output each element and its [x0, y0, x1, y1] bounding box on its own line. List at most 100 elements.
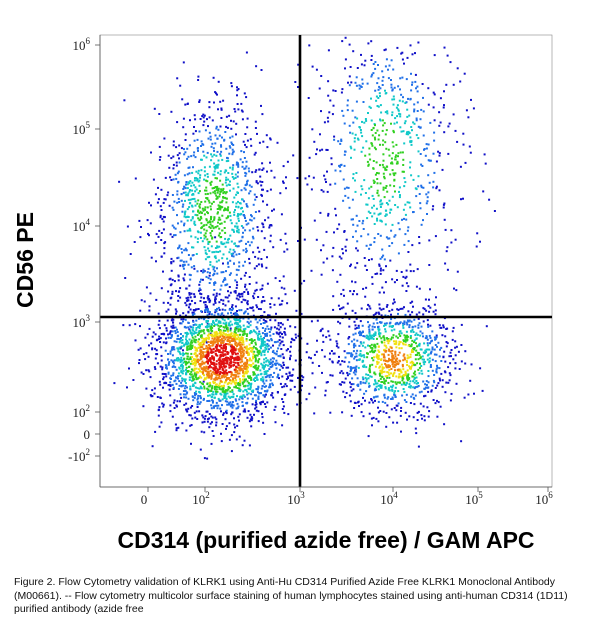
- event-dot: [203, 166, 206, 169]
- event-dot: [334, 90, 337, 92]
- event-dot: [367, 233, 370, 236]
- event-dot: [399, 307, 402, 310]
- event-dot: [261, 169, 264, 171]
- event-dot: [229, 166, 232, 169]
- event-dot: [203, 332, 206, 335]
- event-dot: [381, 376, 384, 378]
- event-dot: [177, 170, 180, 173]
- event-dot: [113, 382, 116, 385]
- event-dot: [128, 324, 131, 327]
- event-dot: [198, 184, 201, 187]
- event-dot: [263, 395, 266, 398]
- event-dot: [207, 137, 210, 140]
- event-dot: [385, 425, 388, 428]
- event-dot: [221, 318, 224, 321]
- event-dot: [124, 277, 127, 279]
- event-dot: [259, 345, 262, 348]
- event-dot: [174, 332, 177, 335]
- event-dot: [336, 227, 339, 230]
- event-dot: [353, 346, 355, 349]
- event-dot: [345, 392, 348, 394]
- event-dot: [217, 251, 220, 253]
- event-dot: [168, 384, 171, 386]
- event-dot: [184, 301, 187, 304]
- event-dot: [273, 357, 275, 360]
- event-dot: [272, 396, 275, 399]
- event-dot: [379, 212, 382, 215]
- event-dot: [445, 341, 448, 343]
- event-dot: [260, 69, 263, 71]
- event-dot: [423, 148, 425, 151]
- event-dot: [167, 301, 170, 304]
- event-dot: [204, 252, 207, 255]
- event-dot: [406, 364, 409, 366]
- event-dot: [194, 376, 197, 378]
- event-dot: [235, 202, 238, 205]
- event-dot: [208, 399, 211, 402]
- event-dot: [140, 371, 143, 374]
- event-dot: [225, 115, 228, 118]
- event-dot: [252, 378, 255, 381]
- event-dot: [213, 314, 216, 317]
- event-dot: [271, 376, 274, 378]
- event-dot: [434, 235, 437, 238]
- event-dot: [189, 387, 192, 390]
- event-dot: [201, 363, 204, 366]
- event-dot: [335, 345, 338, 348]
- event-dot: [187, 397, 190, 400]
- event-dot: [175, 357, 178, 360]
- event-dot: [172, 374, 175, 377]
- event-dot: [199, 381, 202, 384]
- event-dot: [205, 347, 207, 350]
- event-dot: [154, 430, 157, 433]
- event-dot: [353, 148, 356, 151]
- event-dot: [227, 241, 230, 244]
- event-dot: [404, 335, 407, 338]
- event-dot: [219, 334, 222, 336]
- event-dot: [207, 337, 210, 340]
- event-dot: [176, 331, 179, 333]
- event-dot: [331, 269, 334, 272]
- event-dot: [191, 217, 194, 220]
- event-dot: [360, 131, 363, 134]
- event-dot: [224, 196, 227, 199]
- event-dot: [200, 329, 203, 332]
- event-dot: [183, 353, 186, 356]
- event-dot: [372, 167, 375, 170]
- event-dot: [356, 293, 359, 296]
- event-dot: [352, 121, 355, 124]
- event-dot: [227, 324, 230, 327]
- event-dot: [240, 358, 243, 361]
- event-dot: [261, 344, 264, 347]
- event-dot: [205, 373, 208, 376]
- event-dot: [357, 326, 360, 329]
- event-dot: [216, 191, 219, 194]
- event-dot: [224, 131, 227, 133]
- event-dot: [408, 377, 411, 379]
- event-dot: [213, 149, 215, 152]
- event-dot: [400, 52, 403, 55]
- event-dot: [392, 302, 395, 305]
- event-dot: [246, 301, 249, 304]
- event-dot: [377, 172, 380, 175]
- event-dot: [384, 314, 387, 317]
- event-dot: [431, 346, 434, 349]
- event-dot: [395, 340, 398, 343]
- event-dot: [165, 341, 168, 344]
- event-dot: [420, 184, 423, 187]
- event-dot: [198, 332, 201, 335]
- event-dot: [409, 270, 412, 273]
- event-dot: [220, 271, 223, 274]
- event-dot: [368, 345, 371, 347]
- event-dot: [187, 155, 190, 158]
- event-dot: [456, 67, 459, 70]
- event-dot: [242, 354, 245, 357]
- event-dot: [354, 344, 357, 347]
- event-dot: [200, 217, 203, 220]
- event-dot: [240, 309, 243, 312]
- event-dot: [374, 380, 377, 383]
- event-dot: [224, 373, 227, 376]
- event-dot: [401, 394, 404, 397]
- event-dot: [388, 64, 391, 67]
- event-dot: [397, 108, 400, 111]
